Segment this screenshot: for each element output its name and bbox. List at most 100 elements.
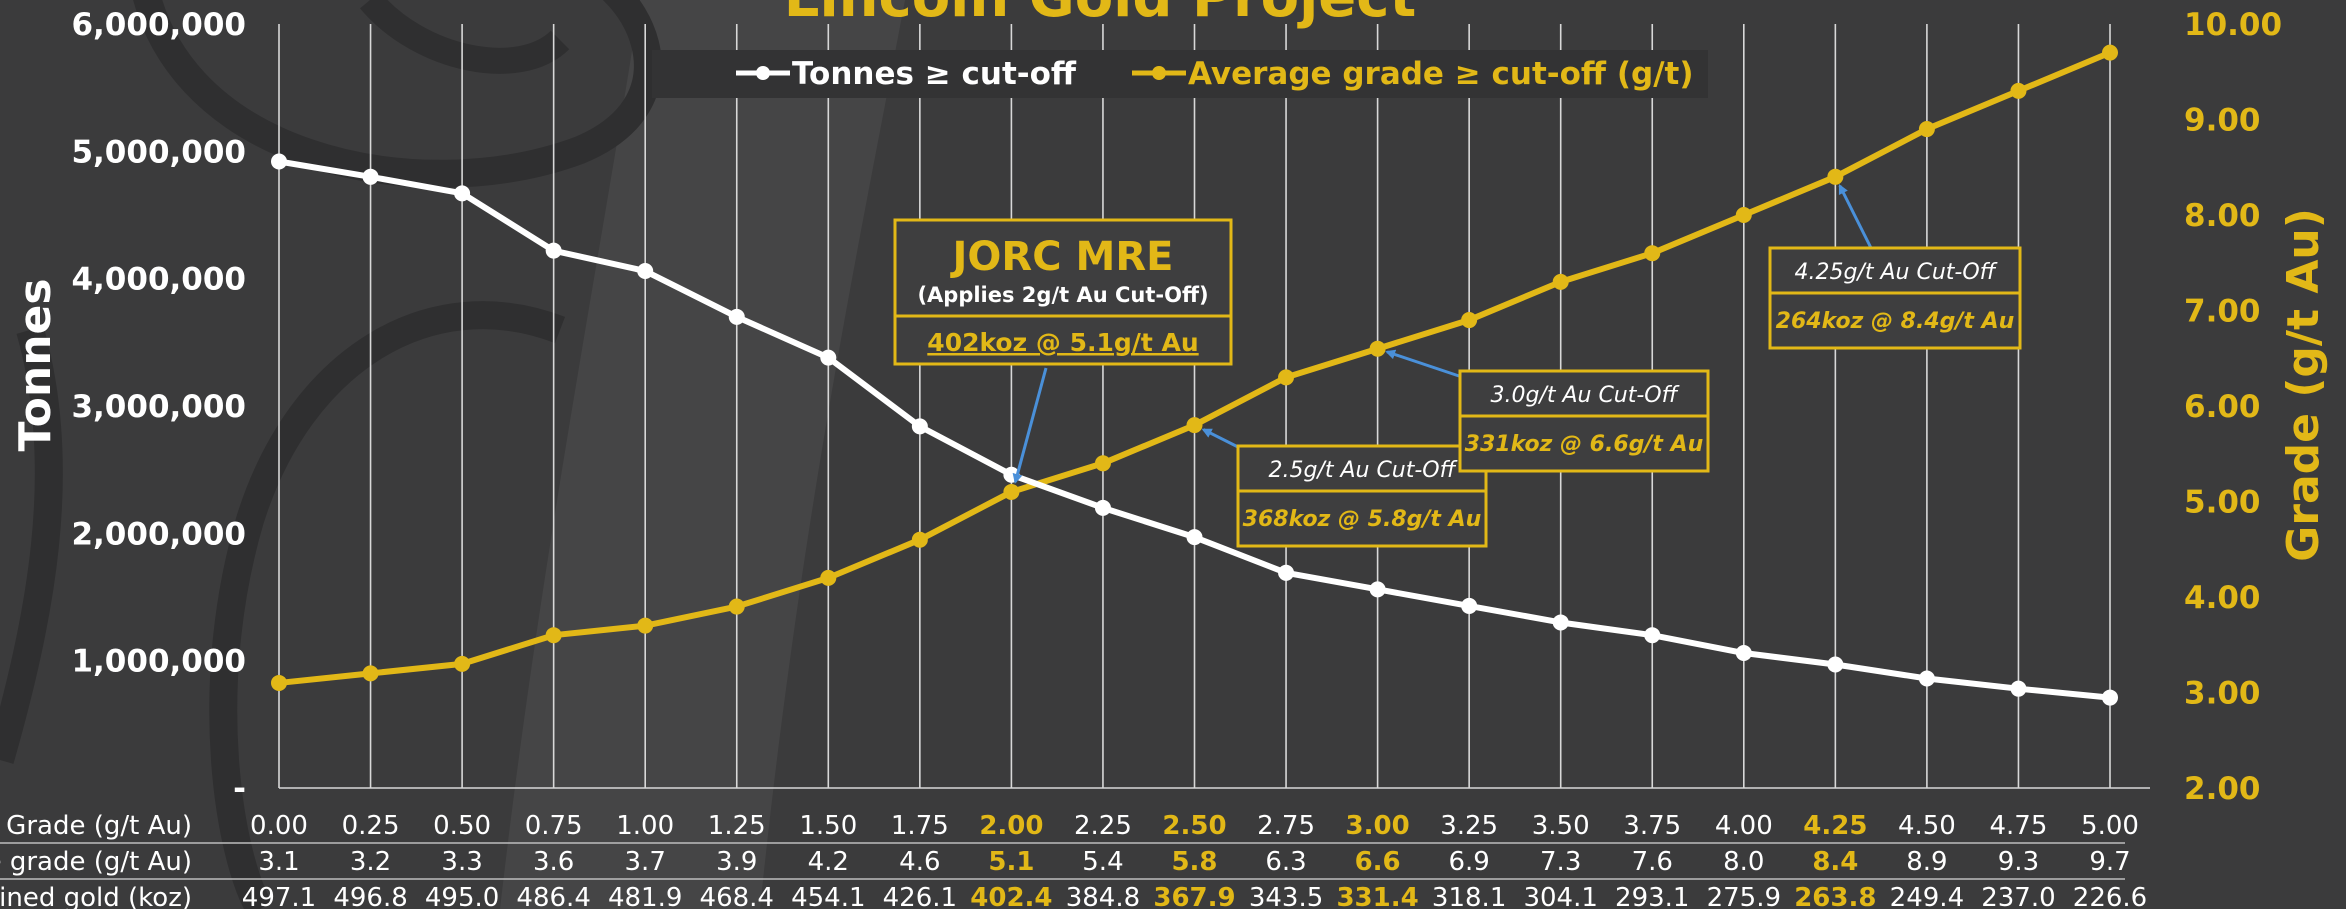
grade-point bbox=[1278, 369, 1295, 386]
grade-point bbox=[1735, 207, 1752, 223]
grade-point bbox=[1827, 168, 1844, 185]
table-cell: 5.00 bbox=[2081, 811, 2139, 841]
legend-marker-tonnes bbox=[756, 66, 770, 80]
table-cell: 6.9 bbox=[1448, 847, 1489, 877]
table-cell: 2.25 bbox=[1074, 811, 1132, 841]
background-swirl bbox=[0, 326, 63, 764]
y-axis-title-left: Tonnes bbox=[10, 278, 61, 451]
table-cell: 0.00 bbox=[250, 811, 308, 841]
table-cell: 367.9 bbox=[1153, 883, 1235, 909]
table-cell: 1.50 bbox=[799, 811, 857, 841]
annotation-arrow bbox=[1201, 428, 1241, 450]
grade-point bbox=[637, 617, 654, 634]
table-cell: 1.75 bbox=[891, 811, 949, 841]
grade-point bbox=[911, 531, 928, 548]
table-cell: 304.1 bbox=[1523, 883, 1597, 909]
tonnes-point bbox=[728, 308, 745, 325]
table-cell: 343.5 bbox=[1249, 883, 1323, 909]
grade-point bbox=[271, 674, 287, 691]
table-row-label: Cut-Off Grade (g/t Au) bbox=[0, 811, 192, 841]
tonnes-point bbox=[1369, 581, 1386, 598]
jorc-heading: JORC MRE bbox=[950, 234, 1174, 280]
tonnes-point bbox=[271, 153, 287, 170]
table-row-label: Contained gold (koz) bbox=[0, 883, 192, 909]
legend-marker-grade bbox=[1152, 66, 1166, 80]
y-right-tick-label: 8.00 bbox=[2184, 198, 2261, 234]
tonnes-point bbox=[362, 168, 379, 185]
table-cell: 384.8 bbox=[1066, 883, 1140, 909]
table-cell: 486.4 bbox=[516, 883, 590, 909]
table-cell: 3.9 bbox=[716, 847, 757, 877]
tonnes-point bbox=[1644, 627, 1661, 644]
y-right-tick-label: 10.00 bbox=[2184, 7, 2282, 43]
tonnes-point bbox=[2010, 680, 2027, 697]
table-cell: 2.00 bbox=[979, 811, 1043, 841]
grade-point bbox=[1369, 340, 1386, 357]
y-right-tick-label: 4.00 bbox=[2184, 580, 2261, 616]
table-cell: 4.25 bbox=[1803, 811, 1867, 841]
table-cell: 1.00 bbox=[616, 811, 674, 841]
cutoff-box bbox=[1458, 369, 1710, 473]
series bbox=[271, 44, 2118, 706]
table-cell: 496.8 bbox=[333, 883, 407, 909]
background-swirl bbox=[360, 0, 570, 74]
table-cell: 318.1 bbox=[1432, 883, 1506, 909]
table-cell: 8.0 bbox=[1723, 847, 1764, 877]
background-swirl bbox=[133, 0, 662, 188]
table-cell: 275.9 bbox=[1707, 883, 1781, 909]
cutoff-box bbox=[1768, 246, 2022, 350]
table-cell: 0.50 bbox=[433, 811, 491, 841]
tonnes-point bbox=[911, 418, 928, 435]
background-decoration bbox=[0, 0, 905, 909]
table-cell: 1.25 bbox=[708, 811, 766, 841]
table-cell: 5.8 bbox=[1171, 847, 1217, 877]
tonnes-point bbox=[1461, 597, 1478, 614]
tonnes-point bbox=[1278, 564, 1295, 581]
grade-point bbox=[1003, 483, 1020, 500]
y-left-tick-label: 2,000,000 bbox=[71, 516, 246, 552]
table-cell: 8.9 bbox=[1906, 847, 1947, 877]
grade-point bbox=[1918, 121, 1935, 138]
table-cell: 426.1 bbox=[883, 883, 957, 909]
table-cell: 7.3 bbox=[1540, 847, 1581, 877]
table-cell: 4.50 bbox=[1898, 811, 1956, 841]
tonnes-point bbox=[820, 349, 837, 366]
y-right-tick-label: 3.00 bbox=[2184, 676, 2261, 712]
axes: - 1,000,000 2,000,000 3,000,000 4,000,000 5,0… bbox=[10, 7, 2329, 807]
tonnes-point bbox=[1094, 499, 1111, 516]
table-cell: 4.75 bbox=[1990, 811, 2048, 841]
table-cell: 3.25 bbox=[1440, 811, 1498, 841]
grade-point bbox=[2010, 82, 2027, 99]
legend: Tonnes ≥ cut-off Average grade ≥ cut-off … bbox=[652, 50, 1708, 98]
table-cell: 263.8 bbox=[1794, 883, 1876, 909]
table-cell: 5.1 bbox=[988, 847, 1034, 877]
table-cell: 3.50 bbox=[1532, 811, 1590, 841]
cutoff-label: 3.0g/t Au Cut-Off bbox=[1490, 383, 1679, 408]
y-right-tick-label: 2.00 bbox=[2184, 771, 2261, 807]
y-right-tick-label: 5.00 bbox=[2184, 485, 2261, 521]
annotations: JORC MRE (Applies 2g/t Au Cut-Off) 402koz … bbox=[893, 183, 2022, 548]
table-cell: 5.4 bbox=[1082, 847, 1123, 877]
y-right-tick-label: 6.00 bbox=[2184, 389, 2261, 425]
annotation-arrow bbox=[1012, 367, 1048, 484]
cutoff-label: 2.5g/t Au Cut-Off bbox=[1268, 458, 1457, 483]
legend-label-grade: Average grade ≥ cut-off (g/t) bbox=[1188, 56, 1694, 92]
grade-point bbox=[545, 627, 562, 644]
table-cell: 2.75 bbox=[1257, 811, 1315, 841]
table-cell: 249.4 bbox=[1890, 883, 1964, 909]
jorc-box bbox=[893, 218, 1233, 366]
grade-point bbox=[454, 655, 471, 672]
y-axis-title-right: Grade (g/t Au) bbox=[2278, 208, 2329, 562]
cutoff-value: 264koz @ 8.4g/t Au bbox=[1776, 309, 2015, 334]
table-cell: 3.00 bbox=[1346, 811, 1410, 841]
table-cell: 4.2 bbox=[808, 847, 849, 877]
table-cell: 4.00 bbox=[1715, 811, 1773, 841]
y-left-tick-label: 4,000,000 bbox=[71, 262, 246, 298]
table-cell: 237.0 bbox=[1981, 883, 2055, 909]
table-cell: 8.4 bbox=[1812, 847, 1858, 877]
table-cell: 226.6 bbox=[2073, 883, 2147, 909]
table-cell: 7.6 bbox=[1632, 847, 1673, 877]
chart-title: Lincoln Gold Project bbox=[784, 0, 1416, 30]
table-cell: 0.25 bbox=[342, 811, 400, 841]
table-cell: 293.1 bbox=[1615, 883, 1689, 909]
